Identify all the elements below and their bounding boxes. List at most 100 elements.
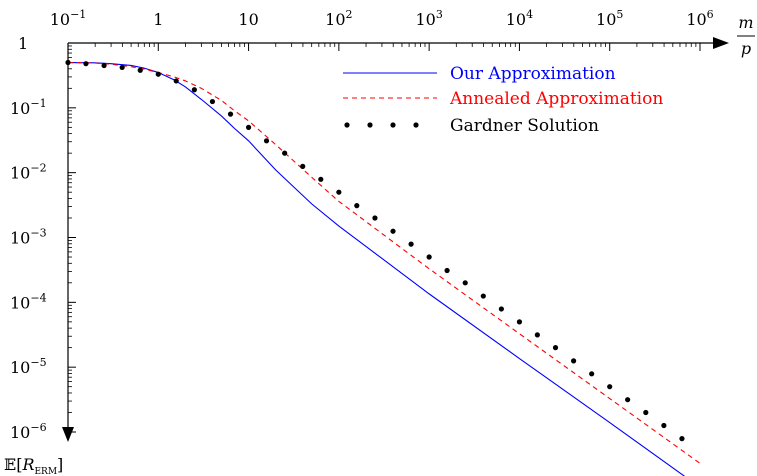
gardner-solution-point [625,397,631,403]
legend-gardner-solution-marker [390,122,396,128]
gardner-solution-point [643,409,649,416]
y-tick-label: 1 [18,34,28,53]
x-tick-label-exponent: 3 [436,8,443,21]
series-layer [65,59,701,476]
y-tick-label-exponent: −6 [30,421,46,434]
x-tick-label-exponent: 4 [526,8,533,21]
y-tick-label-base: 10 [10,99,30,118]
x-tick-label: 10−1 [50,8,87,29]
x-tick-label: 105 [596,8,623,29]
x-axis-arrow [713,37,729,49]
gardner-solution-point [300,163,306,169]
x-tick-label: 10 [238,10,258,29]
gardner-solution-point [101,62,107,69]
x-tick-label-exponent: −1 [70,8,86,21]
gardner-solution-point [552,345,559,351]
gardner-solution-point [661,422,667,429]
gardner-solution-point [516,319,523,325]
annealed-approximation-line [67,61,701,464]
gardner-solution-point [119,64,125,71]
gardner-solution-point [462,280,468,286]
gardner-solution-point [444,267,450,274]
x-tick-label-base: 10 [596,10,616,29]
y-axis-label-prefix: 𝔼[ [4,455,22,474]
y-tick-label-base: 10 [10,358,30,377]
y-tick-label: 10−6 [10,421,47,442]
gardner-solution-point [607,384,613,390]
gardner-solution-point [282,150,288,156]
x-tick-label-exponent: 6 [707,8,714,21]
y-tick-label-exponent: −4 [30,291,46,304]
x-tick-label: 1 [153,10,163,29]
gardner-solution-point [137,67,143,73]
gardner-solution-point [191,87,197,93]
y-tick-label: 10−3 [10,227,47,248]
x-axis-label-denominator: p [741,39,751,58]
x-tick-label-base: 10 [506,10,526,29]
x-axis-label-numerator: m [738,13,753,32]
x-tick-label-base: 10 [50,10,70,29]
tick-marks [67,42,701,433]
gardner-solution-point [263,138,270,144]
y-tick-label-exponent: −3 [30,227,46,240]
axes [62,37,729,442]
x-tick-label-base: 10 [415,10,435,29]
gardner-solution-point [318,176,324,182]
x-tick-label-exponent: 2 [346,8,353,21]
x-axis-label: m p [737,13,755,58]
gardner-solution-point [570,358,577,364]
y-axis-arrow [62,427,74,442]
legend-gardner-solution-marker [367,122,373,128]
gardner-solution-point [245,124,252,130]
y-tick-label-base: 10 [10,164,30,183]
y-tick-label-base: 10 [10,423,30,442]
y-tick-label: 10−1 [10,97,47,118]
legend-our-approximation-label: Our Approximation [450,64,616,84]
gardner-solution-point [155,71,161,77]
y-tick-label-exponent: −5 [30,356,46,369]
x-tick-label: 103 [415,8,442,29]
gardner-solution-point [372,215,378,221]
gardner-solution-point [589,371,595,377]
legend-gardner-solution-marker [344,122,350,128]
gardner-solution-point [426,254,432,260]
y-axis-label: 𝔼[RERM] [4,455,63,476]
gardner-solution-point [209,98,216,105]
y-axis-label-suffix: ] [57,455,63,474]
gardner-solution-point [354,203,360,209]
gardner-solution-point [408,241,414,247]
y-tick-label-exponent: −2 [30,162,46,175]
legend-annealed-approximation-label: Annealed Approximation [449,89,663,109]
x-tick-label: 102 [325,8,352,29]
gardner-solution-point [498,306,504,312]
x-tick-label-base: 10 [325,10,345,29]
our-approximation-line [67,61,686,476]
y-tick-label-base: 10 [10,293,30,312]
gardner-solution-point [336,189,342,195]
y-tick-label-base: 10 [10,229,30,248]
x-tick-label: 106 [686,8,713,29]
gardner-solution-point [534,332,540,338]
y-axis-label-subscript: ERM [34,467,57,476]
y-tick-label-exponent: −1 [30,97,46,110]
y-tick-label-base: 1 [18,34,28,53]
y-tick-label: 10−4 [10,291,47,312]
x-tick-label: 104 [506,8,533,29]
legend-gardner-solution-label: Gardner Solution [450,116,599,136]
gardner-solution-point [390,228,396,234]
gardner-solution-point [480,293,486,299]
x-tick-label-base: 10 [686,10,706,29]
tick-labels: 10−1 1 10 102 103 104 105 106110−110−210−310−41… [10,8,714,442]
legend: Our Approximation Annealed Approximation G… [343,64,663,136]
gardner-solution-point [227,111,234,117]
gardner-solution-point [173,78,179,84]
x-tick-label-base: 1 [153,10,163,29]
legend-gardner-solution-marker [413,122,419,128]
gardner-solution-point [83,61,89,67]
y-tick-label: 10−2 [10,162,47,183]
y-tick-label: 10−5 [10,356,47,377]
x-tick-label-base: 10 [238,10,258,29]
y-axis-label-symbol: R [21,455,34,474]
gardner-solution-point [679,436,685,442]
